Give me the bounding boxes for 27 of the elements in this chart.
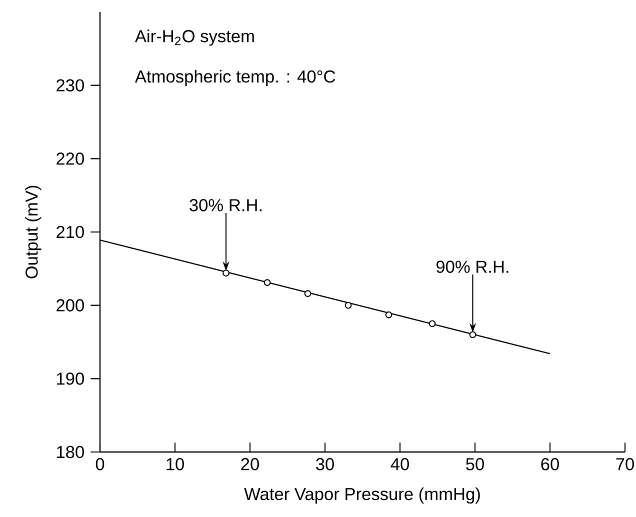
y-tick-label: 200: [56, 299, 84, 312]
point: [469, 331, 476, 338]
annotation: 90% R.H.: [436, 260, 508, 273]
point: [344, 302, 352, 309]
y-axis-title: Output (mV): [25, 186, 42, 278]
x-tick-label: 70: [616, 458, 634, 470]
point: [428, 320, 436, 328]
x-tick-label: 40: [390, 458, 409, 470]
annotation: Air-H$_{2}$O system: [134, 30, 254, 46]
x-tick-label: 10: [166, 458, 184, 470]
point: [385, 311, 392, 318]
y-tick-label: 190: [57, 372, 84, 385]
annotation: 30% R.H.: [190, 199, 262, 212]
x-axis-title: Water Vapor Pressure (mmHg): [244, 487, 480, 504]
annotation: Atmospheric temp. : 40°C: [134, 70, 336, 86]
x-tick-label: 20: [241, 458, 259, 470]
x-tick-label: 60: [541, 458, 559, 470]
x-tick-label: 30: [316, 458, 334, 470]
point: [264, 279, 271, 286]
y-tick-label: 230: [56, 79, 84, 92]
y-tick-label: 180: [57, 446, 84, 458]
x-tick-label: 50: [466, 458, 484, 470]
point: [222, 270, 230, 277]
y-tick-label: 210: [56, 226, 84, 238]
point: [304, 290, 312, 298]
y-tick-label: 220: [56, 152, 84, 165]
x-tick-label: 0: [96, 458, 104, 470]
